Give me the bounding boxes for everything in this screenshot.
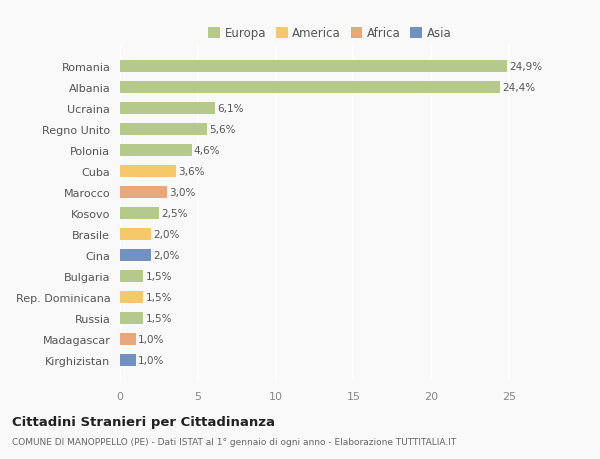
Text: COMUNE DI MANOPPELLO (PE) - Dati ISTAT al 1° gennaio di ogni anno - Elaborazione: COMUNE DI MANOPPELLO (PE) - Dati ISTAT a…: [12, 437, 456, 446]
Text: 6,1%: 6,1%: [217, 104, 244, 114]
Bar: [120, 354, 136, 366]
Bar: [120, 124, 207, 135]
Bar: [120, 270, 143, 282]
Text: 5,6%: 5,6%: [209, 125, 236, 134]
Text: 2,5%: 2,5%: [161, 208, 188, 218]
Text: 3,6%: 3,6%: [178, 167, 205, 177]
Bar: [120, 313, 143, 324]
Bar: [120, 61, 508, 73]
Text: 2,0%: 2,0%: [154, 230, 180, 239]
Legend: Europa, America, Africa, Asia: Europa, America, Africa, Asia: [206, 25, 454, 43]
Text: 1,0%: 1,0%: [138, 334, 164, 344]
Bar: [120, 229, 151, 240]
Text: Cittadini Stranieri per Cittadinanza: Cittadini Stranieri per Cittadinanza: [12, 415, 275, 428]
Bar: [120, 250, 151, 261]
Bar: [120, 166, 176, 177]
Bar: [120, 333, 136, 345]
Text: 4,6%: 4,6%: [194, 146, 220, 156]
Text: 2,0%: 2,0%: [154, 250, 180, 260]
Bar: [120, 207, 159, 219]
Text: 3,0%: 3,0%: [169, 188, 196, 197]
Bar: [120, 291, 143, 303]
Bar: [120, 103, 215, 114]
Bar: [120, 145, 191, 157]
Text: 24,4%: 24,4%: [502, 83, 535, 93]
Text: 1,5%: 1,5%: [146, 271, 172, 281]
Bar: [120, 187, 167, 198]
Text: 24,9%: 24,9%: [509, 62, 543, 72]
Text: 1,0%: 1,0%: [138, 355, 164, 365]
Text: 1,5%: 1,5%: [146, 313, 172, 323]
Bar: [120, 82, 500, 94]
Text: 1,5%: 1,5%: [146, 292, 172, 302]
